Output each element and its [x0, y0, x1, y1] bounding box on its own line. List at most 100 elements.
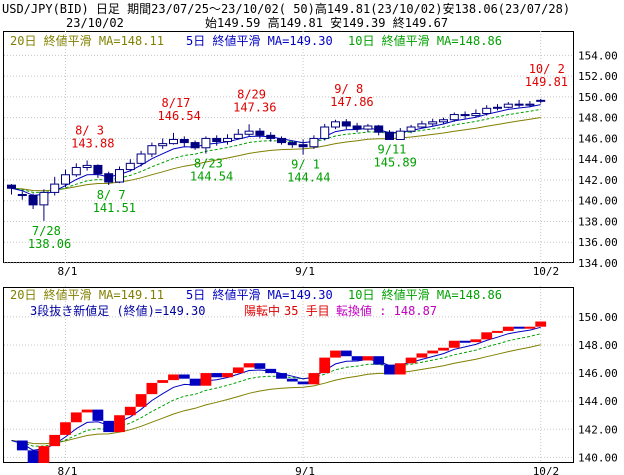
- candle-body: [82, 164, 92, 168]
- candle-body: [374, 125, 384, 133]
- candle-body: [233, 133, 243, 139]
- kagi-ma10-line: [11, 333, 541, 447]
- candle-body: [255, 130, 265, 136]
- header-line-2-ohlc: 始149.59 高149.81 安149.39 終149.67: [205, 16, 449, 30]
- kagi-bar: [124, 406, 136, 416]
- kagi-bar: [459, 340, 471, 343]
- top-ytick-label: 148.00: [578, 112, 618, 125]
- kagi-reversal: 転換値 : 148.87: [336, 303, 437, 318]
- candle-body: [190, 142, 200, 149]
- kagi-bar: [211, 373, 223, 378]
- kagi-bar: [351, 356, 363, 361]
- ma20-line: [11, 117, 541, 192]
- legend-bottom-ma5: 5日 終値平滑 MA=149.30: [186, 287, 333, 302]
- candle-body: [363, 125, 373, 130]
- price-annotation-date: 9/ 8: [334, 82, 363, 96]
- kagi-bar: [254, 363, 266, 369]
- candle-body: [7, 184, 16, 189]
- bottom-ytick-label: 142.00: [578, 423, 618, 436]
- kagi-bar: [27, 450, 39, 463]
- kagi-bar: [438, 347, 449, 351]
- bottom-xtick-label: 8/1: [58, 465, 78, 475]
- ma10-line: [11, 108, 541, 193]
- kagi-bar: [340, 350, 352, 357]
- kagi-bar: [448, 340, 460, 348]
- top-xtick-label: 9/1: [295, 265, 315, 278]
- price-annotation-date: 8/ 3: [75, 123, 104, 137]
- legend-bottom-ma20: 20日 終値平滑 MA=149.11: [10, 287, 164, 302]
- candle-body: [17, 193, 27, 197]
- candle-body: [158, 143, 168, 147]
- candle-body: [493, 106, 502, 109]
- candle-body: [320, 126, 330, 139]
- candle-body: [125, 162, 135, 171]
- price-annotation-date: 10/ 2: [529, 62, 565, 76]
- candle-body: [147, 145, 157, 155]
- kagi-bar: [157, 380, 169, 383]
- kagi-bar: [189, 378, 201, 386]
- candle-body: [136, 153, 146, 164]
- kagi-bar: [200, 373, 212, 386]
- kagi-count: 35 手目: [284, 304, 330, 318]
- bottom-xtick-label: 10/2: [533, 465, 560, 475]
- price-annotation-date: 8/29: [237, 87, 266, 101]
- kagi-bar: [178, 374, 190, 379]
- candle-body: [471, 113, 481, 117]
- price-annotation-date: 8/17: [162, 96, 191, 110]
- candle-body: [244, 130, 254, 135]
- kagi-bar: [416, 353, 428, 358]
- top-ytick-label: 134.00: [578, 257, 618, 270]
- candle-body: [439, 119, 448, 123]
- top-ytick-label: 140.00: [578, 195, 618, 208]
- kagi-bar: [535, 321, 547, 327]
- kagi-bar: [308, 373, 320, 385]
- kagi-bar: [168, 374, 179, 381]
- kagi-bar: [330, 350, 341, 358]
- kagi-bar: [265, 368, 277, 374]
- ma5-line: [11, 104, 541, 196]
- top-ytick-label: 142.00: [578, 174, 618, 187]
- candle-body: [39, 191, 49, 206]
- kagi-bar: [60, 422, 71, 435]
- kagi-bar: [384, 364, 395, 375]
- kagi-bar: [103, 420, 115, 433]
- kagi-status: 陽転中: [244, 303, 280, 318]
- top-ytick-label: 152.00: [578, 70, 618, 83]
- price-annotation-date: 9/11: [378, 143, 407, 157]
- header-line-2-date: 23/10/02: [66, 16, 124, 30]
- kagi-bar: [92, 409, 104, 421]
- top-ytick-label: 144.00: [578, 153, 618, 166]
- candle-body: [93, 164, 103, 175]
- candle-body: [28, 195, 38, 206]
- kagi-ma5-line: [11, 326, 541, 451]
- bottom-ytick-label: 140.00: [578, 451, 618, 464]
- top-ytick-label: 150.00: [578, 91, 618, 104]
- price-annotation-value: 147.86: [330, 95, 373, 109]
- kagi-bar: [16, 440, 28, 451]
- top-ytick-label: 154.00: [578, 49, 618, 62]
- candle-body: [341, 121, 351, 127]
- candle-body: [449, 114, 459, 121]
- bottom-ytick-label: 148.00: [578, 339, 618, 352]
- legend-bottom-ma10: 10日 終値平滑 MA=148.86: [348, 287, 502, 302]
- candle-body: [385, 131, 394, 140]
- candle-body: [525, 103, 535, 106]
- kagi-bar: [502, 326, 514, 331]
- price-annotation-value: 149.81: [525, 75, 568, 89]
- kagi-bar: [232, 367, 244, 374]
- legend-top-ma5: 5日 終値平滑 MA=149.30: [186, 33, 333, 48]
- candle-body: [460, 114, 470, 117]
- kagi-bar: [405, 357, 417, 364]
- kagi-bar: [222, 373, 233, 378]
- price-annotation-date: 8/ 7: [97, 188, 126, 202]
- candle-body: [428, 121, 438, 125]
- bottom-ytick-label: 150.00: [578, 311, 618, 324]
- candle-body: [71, 166, 81, 176]
- price-annotation-value: 143.88: [71, 136, 114, 150]
- kagi-label: 3段抜き新値足 (終値)=149.30: [30, 303, 205, 318]
- candle-body: [223, 137, 232, 143]
- candle-body: [395, 130, 405, 140]
- price-annotation-value: 138.06: [28, 237, 71, 251]
